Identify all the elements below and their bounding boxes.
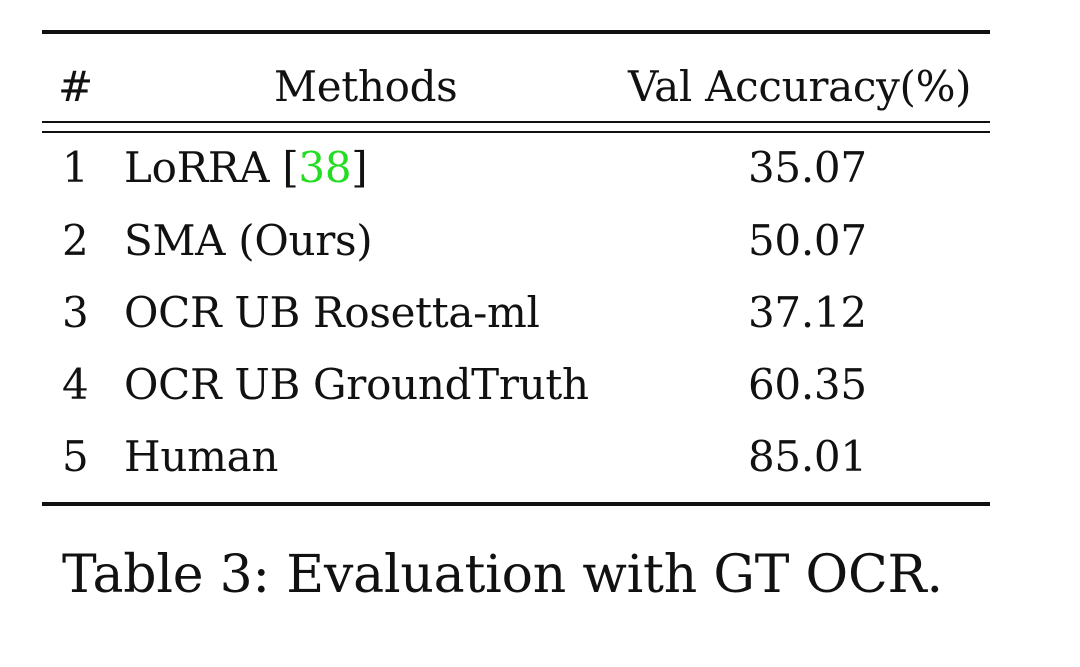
row-accuracy: 60.35: [748, 360, 867, 409]
row-method: SMA (Ours): [124, 216, 373, 265]
method-name: LoRRA: [124, 143, 283, 192]
row-index: 4: [62, 360, 89, 409]
table-header-rule-lower: [42, 131, 990, 133]
row-index: 5: [62, 432, 89, 481]
citation-close-bracket: ]: [351, 143, 368, 192]
table-row: 2 SMA (Ours) 50.07: [0, 216, 1080, 266]
row-index: 1: [62, 143, 89, 192]
row-method: OCR UB GroundTruth: [124, 360, 589, 409]
row-method: OCR UB Rosetta-ml: [124, 288, 540, 337]
table-row: 4 OCR UB GroundTruth 60.35: [0, 360, 1080, 410]
table-caption: Table 3: Evaluation with GT OCR.: [62, 545, 943, 605]
row-method: LoRRA [38]: [124, 143, 368, 193]
header-methods: Methods: [274, 62, 458, 111]
table-top-rule: [42, 30, 990, 34]
row-index: 2: [62, 216, 89, 265]
table-row: 5 Human 85.01: [0, 432, 1080, 482]
table-row: 3 OCR UB Rosetta-ml 37.12: [0, 288, 1080, 338]
row-accuracy: 85.01: [748, 432, 867, 481]
row-accuracy: 35.07: [748, 143, 867, 192]
table-row: 1 LoRRA [38] 35.07: [0, 143, 1080, 193]
row-accuracy: 50.07: [748, 216, 867, 265]
row-method: Human: [124, 432, 279, 481]
table-bottom-rule: [42, 502, 990, 506]
citation-open-bracket: [: [282, 143, 299, 192]
header-val-accuracy: Val Accuracy(%): [628, 62, 972, 111]
table-header-rule-upper: [42, 121, 990, 123]
header-index: #: [58, 62, 93, 111]
row-accuracy: 37.12: [748, 288, 867, 337]
row-index: 3: [62, 288, 89, 337]
citation-link[interactable]: 38: [298, 143, 352, 192]
